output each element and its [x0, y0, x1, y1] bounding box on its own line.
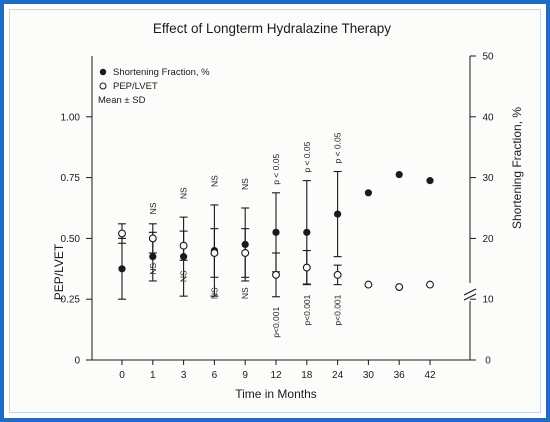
data-point-pep-lvet [364, 280, 373, 289]
x-tick-label: 42 [424, 370, 436, 381]
data-point-shortening-fraction [395, 170, 403, 179]
x-tick-label: 36 [394, 370, 406, 381]
annotation-lower: NS [148, 263, 158, 275]
x-tick-label: 30 [363, 370, 375, 381]
legend-item-shortening: Shortening Fraction, % [113, 67, 210, 78]
annotation-upper: p < 0.05 [271, 154, 281, 185]
data-point-pep-lvet [333, 270, 342, 279]
legend-item-pep-lvet: PEP/LVET [113, 81, 158, 92]
annotation-upper: NS [179, 187, 189, 199]
x-tick-label: 24 [332, 370, 344, 381]
x-tick-label: 1 [150, 370, 156, 381]
data-point-shortening-fraction [118, 265, 126, 273]
data-point-pep-lvet [241, 249, 250, 257]
data-point-pep-lvet [210, 249, 219, 257]
data-point-shortening-fraction [303, 228, 311, 236]
annotation-upper: p < 0.05 [333, 132, 343, 163]
annotation-lower: p<0.001 [271, 307, 281, 338]
data-point-pep-lvet [179, 241, 188, 250]
y-right-tick-label: 10 [482, 295, 494, 306]
data-point-pep-lvet [148, 234, 157, 243]
annotation-upper: NS [209, 175, 219, 187]
x-tick-label: 9 [242, 370, 248, 381]
annotation-upper: p < 0.05 [302, 141, 312, 172]
y-right-tick-label: 30 [482, 173, 494, 184]
chart-title: Effect of Longterm Hydralazine Therapy [153, 21, 391, 36]
x-axis-label: Time in Months [235, 387, 317, 401]
chart-panel [9, 9, 541, 413]
data-point-pep-lvet [272, 270, 280, 279]
y-axis-label-right: Shortening Fraction, % [510, 107, 524, 229]
annotation-lower: p<0.001 [302, 294, 312, 325]
data-point-shortening-fraction [334, 210, 342, 218]
y-left-tick-label: 0 [74, 356, 80, 367]
y-left-tick-label: 0.75 [61, 173, 81, 184]
legend-item-mean-sd: Mean ± SD [98, 95, 146, 106]
legend: Shortening Fraction, % PEP/LVET Mean ± S… [98, 67, 210, 106]
x-tick-label: 12 [270, 370, 282, 381]
x-tick-label: 6 [212, 370, 218, 381]
y-right-tick-label: 50 [482, 52, 494, 63]
annotation-upper: NS [240, 178, 250, 190]
annotation-lower: p<0.001 [333, 294, 343, 325]
y-left-tick-label: 0.50 [61, 234, 81, 245]
data-point-shortening-fraction [364, 189, 372, 197]
legend-open-marker [99, 82, 107, 90]
data-point-pep-lvet [395, 283, 404, 291]
x-tick-label: 3 [181, 370, 187, 381]
y-left-tick-label: 1.00 [61, 112, 81, 123]
annotation-lower: NS [179, 270, 189, 282]
annotation-lower: NS [209, 287, 219, 299]
y-left-tick-label: 0.25 [61, 295, 81, 306]
data-point-pep-lvet [302, 263, 311, 272]
y-right-tick-label: 40 [482, 112, 494, 123]
legend-filled-marker [99, 68, 107, 76]
x-tick-label: 18 [301, 370, 313, 381]
axis-break-mark [463, 293, 477, 301]
data-point-pep-lvet [426, 280, 434, 289]
data-point-shortening-fraction [426, 177, 434, 185]
data-point-shortening-fraction [272, 228, 280, 236]
annotation-lower: NS [240, 287, 250, 299]
data-point-shortening-fraction [149, 253, 157, 261]
x-tick-label: 0 [119, 370, 125, 381]
y-right-tick-label: 20 [482, 234, 494, 245]
y-right-tick-label: 0 [485, 356, 491, 367]
annotation-upper: NS [148, 202, 158, 214]
y-axis-label-left: PEP/LVET [52, 243, 66, 300]
data-point-pep-lvet [118, 229, 126, 238]
axis-break-mark [463, 288, 477, 296]
